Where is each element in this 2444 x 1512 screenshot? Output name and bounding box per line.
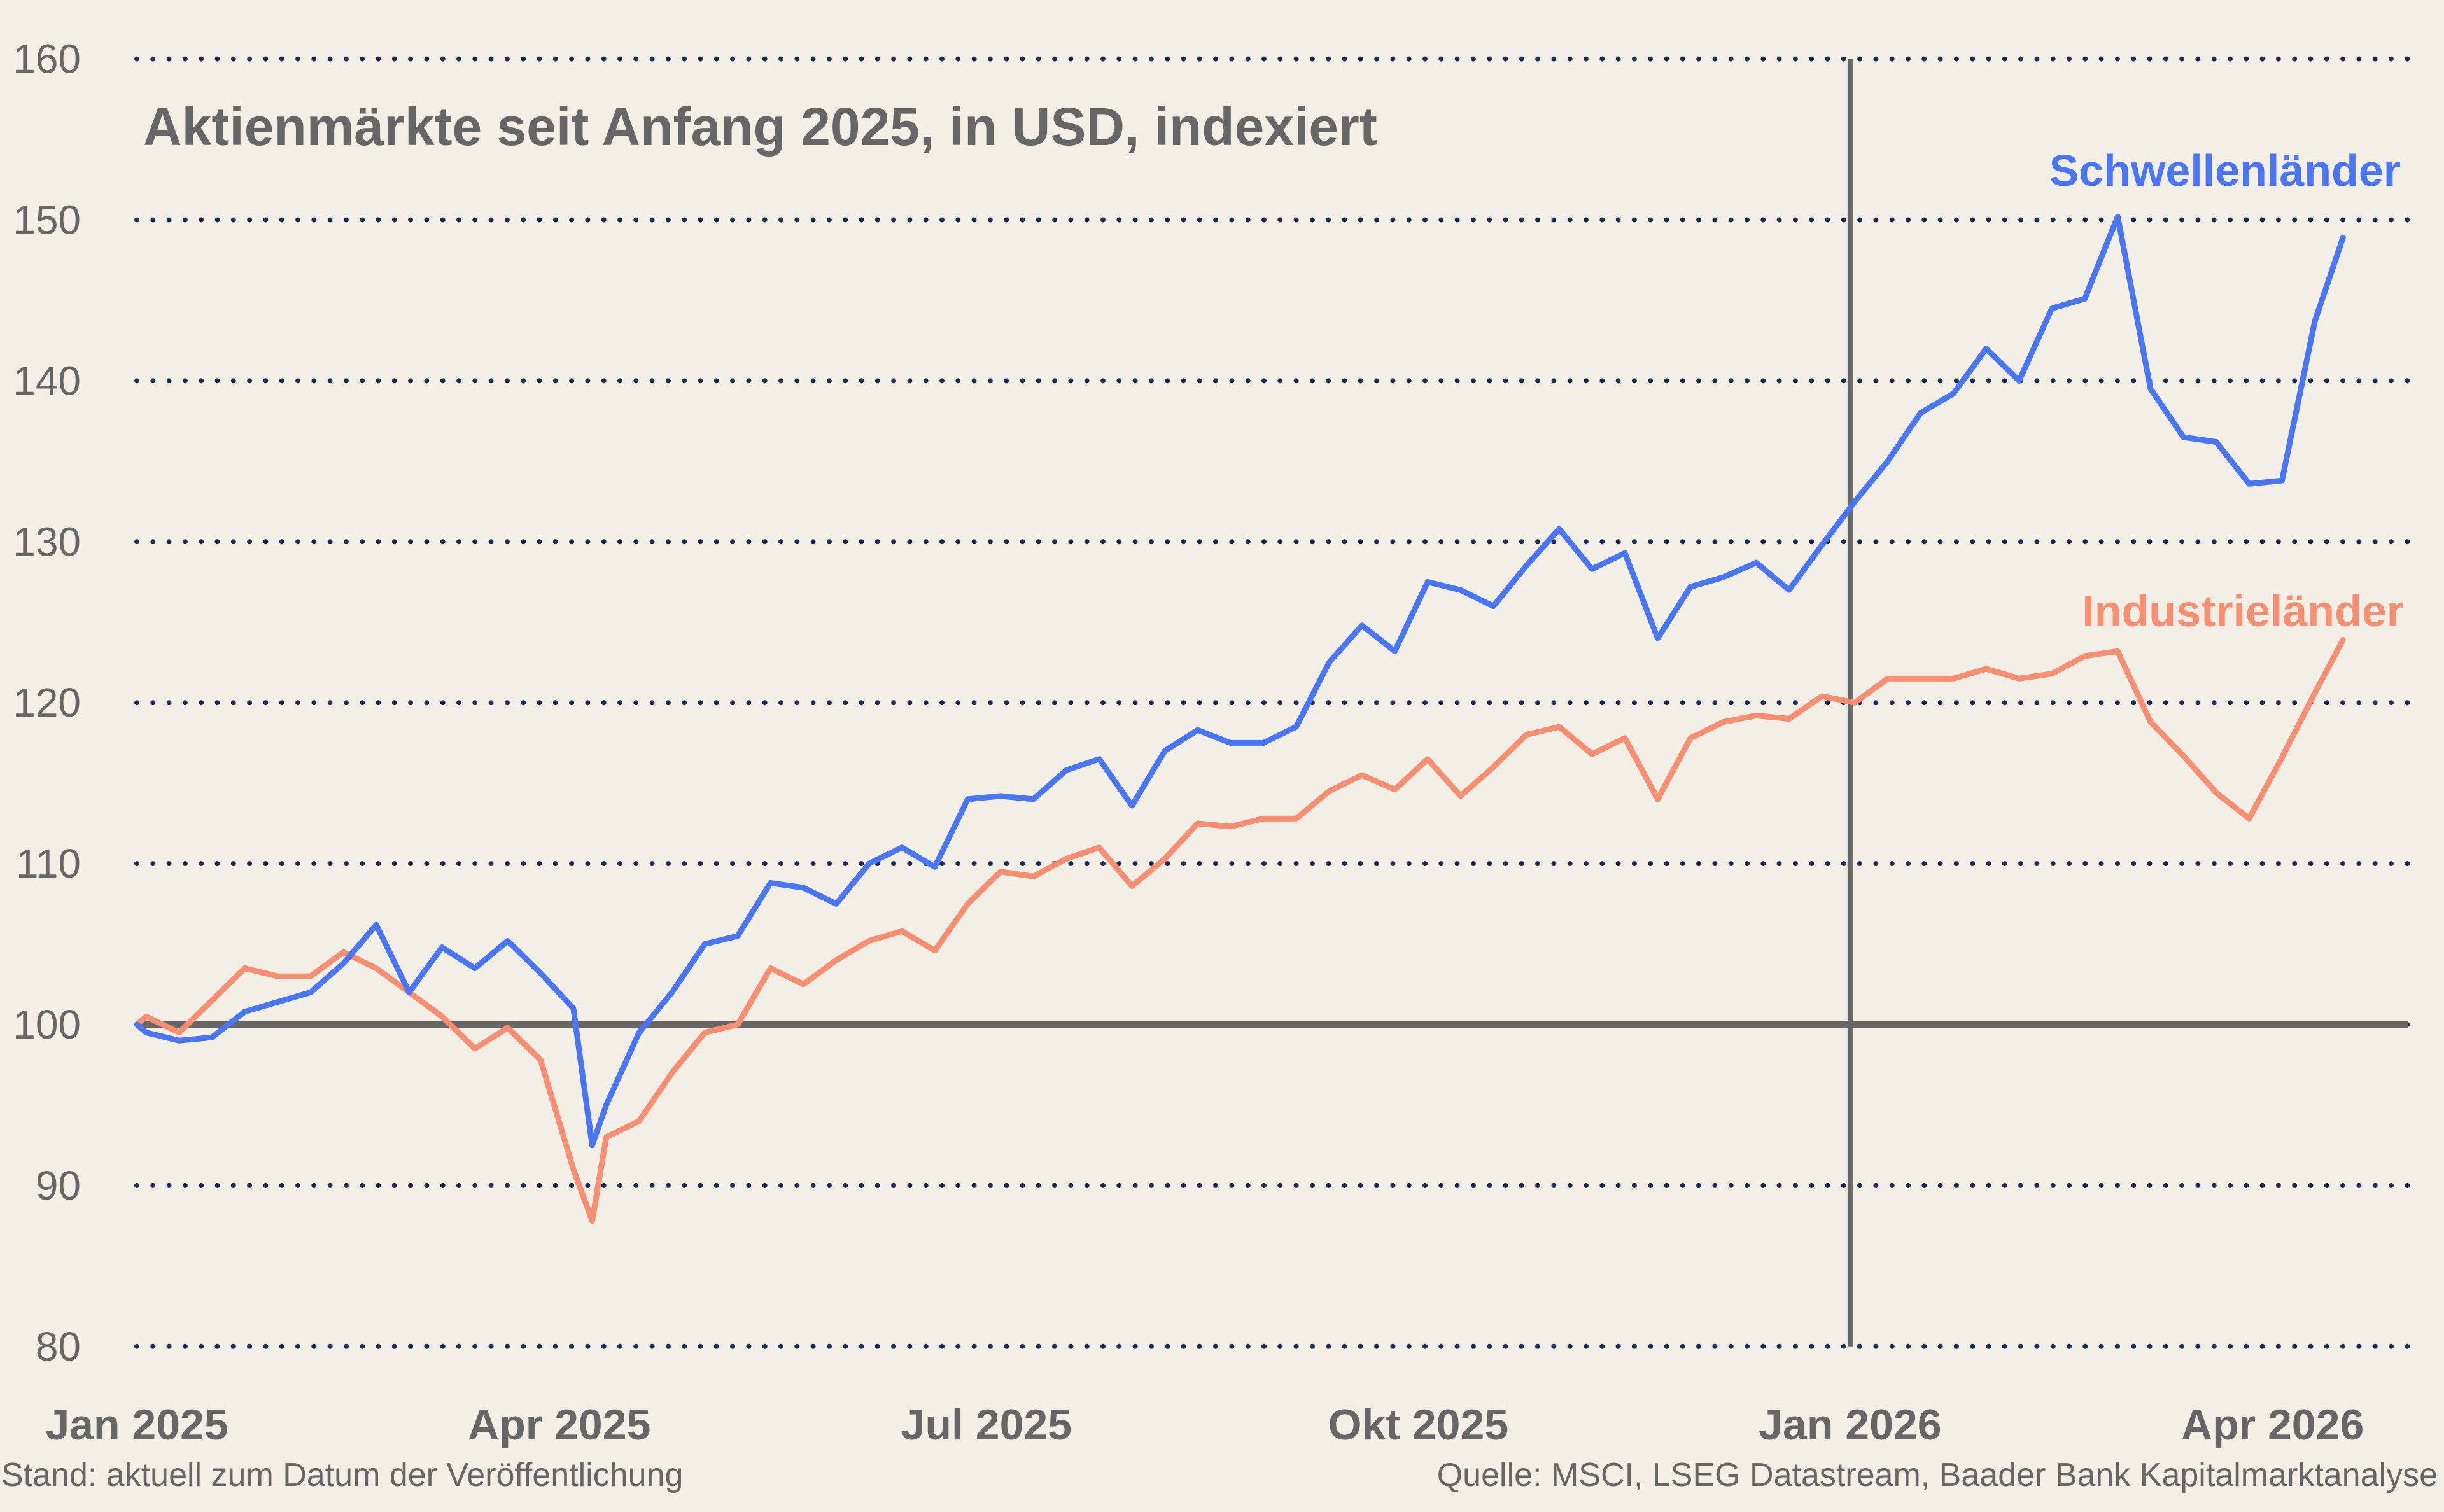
x-tick-label: Okt 2025 <box>1328 1401 1509 1449</box>
y-axis-ticks: 80 90 100 110 120 130 140 150 160 <box>13 36 81 1369</box>
gridlines <box>134 56 2411 1349</box>
footer-source: Quelle: MSCI, LSEG Datastream, Baader Ba… <box>1437 1457 2438 1494</box>
y-tick-label: 150 <box>13 197 81 243</box>
y-tick-label: 160 <box>13 36 81 82</box>
x-tick-label: Jan 2026 <box>1759 1401 1941 1449</box>
x-tick-label: Jan 2025 <box>45 1401 228 1449</box>
y-tick-label: 120 <box>13 680 81 725</box>
footer-status: Stand: aktuell zum Datum der Veröffentli… <box>1 1457 683 1494</box>
legend-label-industrielaender: Industrieländer <box>2082 586 2404 636</box>
x-axis-ticks: Jan 2025 Apr 2025 Jul 2025 Okt 2025 Jan 2026… <box>45 1401 2364 1449</box>
y-tick-label: 130 <box>13 519 81 564</box>
series-lines <box>134 213 2346 1224</box>
x-tick-label: Apr 2025 <box>468 1401 650 1449</box>
series-line-industrieländer <box>134 637 2346 1224</box>
y-tick-label: 110 <box>16 841 81 886</box>
y-tick-label: 80 <box>36 1324 81 1369</box>
chart-title: Aktienmärkte seit Anfang 2025, in USD, i… <box>143 97 1377 157</box>
y-tick-label: 90 <box>36 1163 81 1208</box>
x-tick-label: Apr 2026 <box>2181 1401 2364 1449</box>
y-tick-label: 140 <box>13 358 81 403</box>
y-tick-label: 100 <box>13 1002 81 1047</box>
legend-label-schwellenlaender: Schwellenländer <box>2049 146 2401 195</box>
series-line-schwellenländer <box>134 213 2346 1149</box>
x-tick-label: Jul 2025 <box>901 1401 1072 1449</box>
